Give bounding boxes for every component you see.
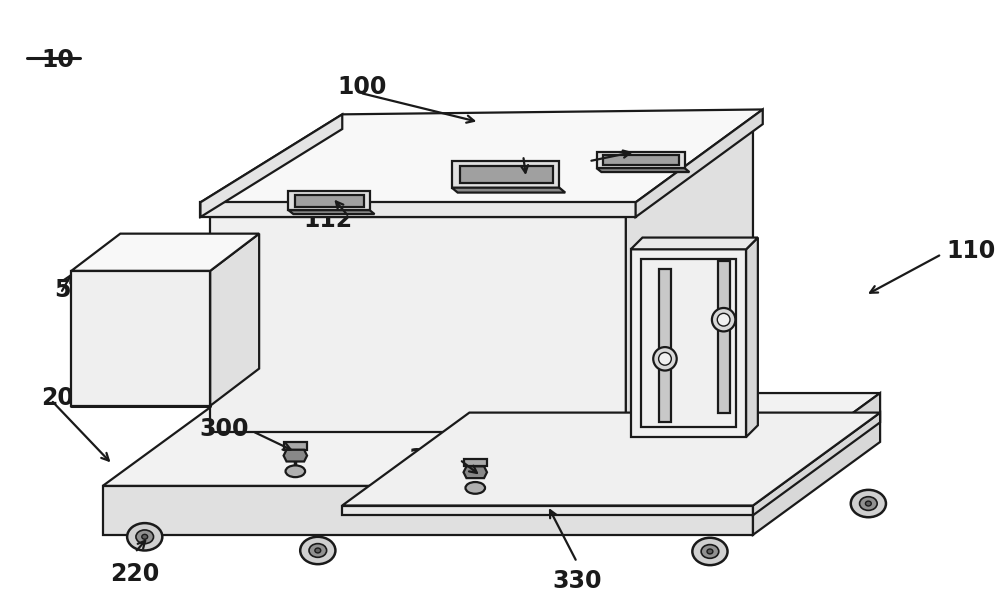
Ellipse shape — [865, 501, 871, 506]
Ellipse shape — [309, 544, 327, 557]
Text: 100: 100 — [337, 75, 387, 99]
Polygon shape — [295, 194, 364, 207]
Text: 300: 300 — [408, 446, 458, 471]
Ellipse shape — [286, 465, 305, 477]
Polygon shape — [626, 124, 753, 432]
Text: 330: 330 — [552, 569, 602, 593]
Polygon shape — [71, 271, 210, 406]
Polygon shape — [631, 249, 746, 437]
Polygon shape — [284, 442, 307, 450]
Polygon shape — [603, 156, 679, 165]
Polygon shape — [71, 234, 259, 271]
Polygon shape — [200, 115, 342, 217]
Polygon shape — [460, 166, 553, 183]
Polygon shape — [200, 202, 636, 217]
Ellipse shape — [717, 313, 730, 326]
Ellipse shape — [300, 537, 335, 564]
Polygon shape — [753, 393, 880, 535]
Polygon shape — [597, 151, 685, 168]
Polygon shape — [288, 191, 370, 210]
Ellipse shape — [659, 352, 671, 365]
Text: 10: 10 — [41, 48, 74, 72]
Polygon shape — [464, 459, 487, 466]
Polygon shape — [464, 466, 487, 478]
Polygon shape — [210, 217, 626, 432]
Polygon shape — [103, 486, 753, 535]
Polygon shape — [452, 188, 565, 192]
Polygon shape — [753, 413, 880, 516]
Ellipse shape — [860, 497, 877, 511]
Text: 220: 220 — [110, 562, 160, 586]
Ellipse shape — [465, 482, 485, 493]
Ellipse shape — [127, 523, 162, 550]
Text: 112: 112 — [587, 147, 636, 170]
Polygon shape — [636, 110, 763, 217]
Polygon shape — [631, 238, 758, 249]
Ellipse shape — [653, 347, 677, 370]
Text: 112: 112 — [303, 208, 352, 232]
Ellipse shape — [136, 530, 154, 544]
Text: 200: 200 — [41, 386, 90, 410]
Ellipse shape — [851, 490, 886, 517]
Ellipse shape — [712, 308, 735, 332]
Ellipse shape — [315, 548, 321, 553]
Polygon shape — [659, 269, 671, 422]
Text: 110: 110 — [947, 239, 996, 263]
Polygon shape — [284, 450, 307, 462]
Polygon shape — [200, 110, 763, 202]
Polygon shape — [452, 161, 559, 188]
Ellipse shape — [701, 544, 719, 558]
Ellipse shape — [142, 535, 148, 539]
Text: 111: 111 — [469, 140, 518, 164]
Polygon shape — [342, 506, 753, 516]
Polygon shape — [597, 168, 689, 172]
Polygon shape — [746, 238, 758, 437]
Ellipse shape — [692, 538, 728, 565]
Polygon shape — [288, 210, 375, 214]
Polygon shape — [641, 259, 736, 427]
Text: 500: 500 — [54, 278, 103, 302]
Text: 300: 300 — [200, 417, 249, 441]
Polygon shape — [103, 393, 880, 486]
Ellipse shape — [707, 549, 713, 554]
Polygon shape — [718, 261, 730, 413]
Polygon shape — [342, 413, 880, 506]
Polygon shape — [210, 234, 259, 406]
